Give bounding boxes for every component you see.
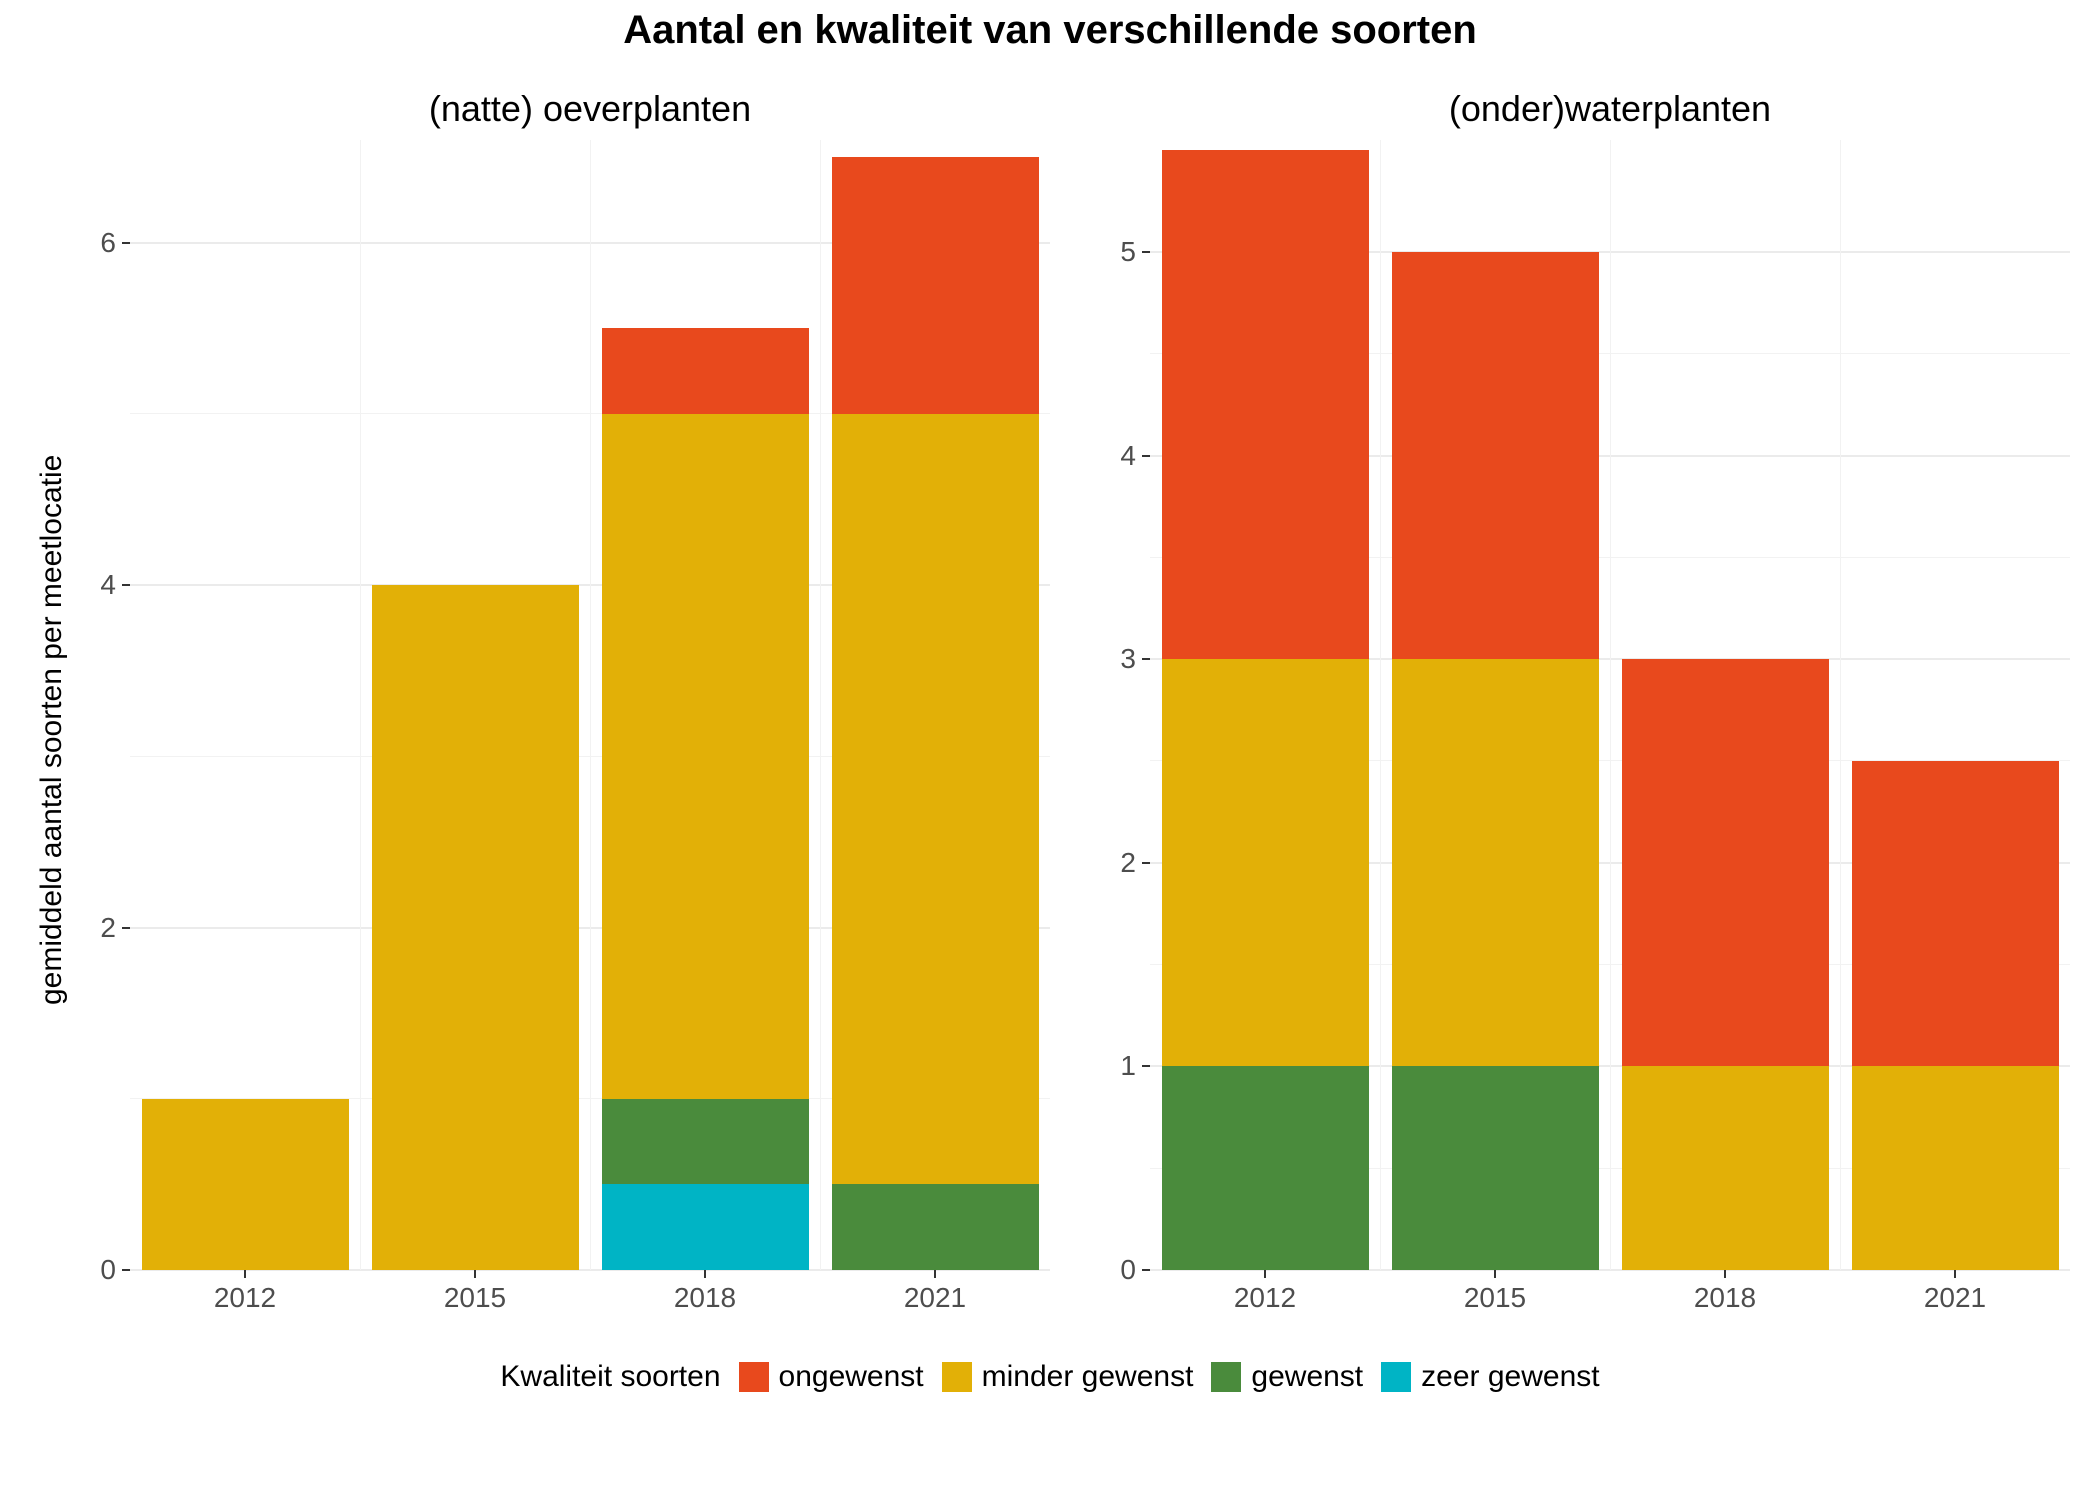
bar-seg-gewenst	[1162, 1066, 1369, 1270]
y-tick-mark	[1142, 455, 1150, 457]
bar-left-2015	[372, 140, 579, 1270]
x-tick-mark	[1954, 1270, 1956, 1278]
x-tick-mark	[1264, 1270, 1266, 1278]
legend-swatch-gewenst	[1211, 1362, 1241, 1392]
bar-left-2018	[602, 140, 809, 1270]
bar-seg-gewenst	[602, 1099, 809, 1185]
bar-seg-minder_gewenst	[832, 414, 1039, 1184]
legend-swatch-minder_gewenst	[942, 1362, 972, 1392]
x-tick-mark	[704, 1270, 706, 1278]
y-tick-mark	[1142, 658, 1150, 660]
legend-item-minder_gewenst: minder gewenst	[942, 1360, 1194, 1394]
grid-minor-v	[1840, 140, 1841, 1270]
main-title: Aantal en kwaliteit van verschillende so…	[0, 8, 2100, 53]
y-tick-label: 0	[66, 1254, 116, 1286]
legend-label: minder gewenst	[982, 1360, 1194, 1394]
y-tick-mark	[122, 242, 130, 244]
bar-seg-minder_gewenst	[1622, 1066, 1829, 1270]
grid-minor-v	[1380, 140, 1381, 1270]
legend-label: zeer gewenst	[1421, 1360, 1599, 1394]
bar-seg-minder_gewenst	[1392, 659, 1599, 1066]
x-tick-mark	[1494, 1270, 1496, 1278]
legend-item-ongewenst: ongewenst	[739, 1360, 924, 1394]
x-tick-label: 2015	[360, 1282, 590, 1314]
bar-seg-minder_gewenst	[1852, 1066, 2059, 1270]
x-tick-label: 2012	[130, 1282, 360, 1314]
bar-right-2012	[1162, 140, 1369, 1270]
bar-right-2018	[1622, 140, 1829, 1270]
y-axis-label: gemiddeld aantal soorten per meetlocatie	[35, 455, 69, 1005]
bar-seg-ongewenst	[832, 157, 1039, 414]
bar-seg-ongewenst	[1162, 150, 1369, 659]
y-tick-label: 2	[1086, 847, 1136, 879]
bar-right-2021	[1852, 140, 2059, 1270]
bar-seg-ongewenst	[1622, 659, 1829, 1066]
bar-right-2015	[1392, 140, 1599, 1270]
x-tick-label: 2015	[1380, 1282, 1610, 1314]
bar-seg-minder_gewenst	[372, 585, 579, 1270]
y-tick-mark	[1142, 251, 1150, 253]
y-tick-mark	[1142, 1269, 1150, 1271]
x-tick-mark	[1724, 1270, 1726, 1278]
bar-seg-minder_gewenst	[1162, 659, 1369, 1066]
x-tick-label: 2021	[1840, 1282, 2070, 1314]
grid-minor-v	[1610, 140, 1611, 1270]
bar-seg-ongewenst	[1852, 761, 2059, 1066]
legend-swatch-ongewenst	[739, 1362, 769, 1392]
figure: Aantal en kwaliteit van verschillende so…	[0, 0, 2100, 1500]
bar-seg-zeer_gewenst	[602, 1184, 809, 1270]
panel-title-left: (natte) oeverplanten	[130, 88, 1050, 130]
x-tick-mark	[934, 1270, 936, 1278]
y-tick-label: 3	[1086, 643, 1136, 675]
plot-panel-left	[130, 140, 1050, 1270]
legend-label: ongewenst	[779, 1360, 924, 1394]
bar-left-2012	[142, 140, 349, 1270]
x-tick-label: 2021	[820, 1282, 1050, 1314]
x-tick-mark	[244, 1270, 246, 1278]
grid-minor-v	[590, 140, 591, 1270]
bar-seg-ongewenst	[1392, 252, 1599, 659]
y-tick-label: 6	[66, 227, 116, 259]
y-tick-mark	[122, 584, 130, 586]
bar-seg-ongewenst	[602, 328, 809, 414]
bar-seg-minder_gewenst	[602, 414, 809, 1099]
y-tick-label: 5	[1086, 236, 1136, 268]
bar-left-2021	[832, 140, 1039, 1270]
y-tick-label: 4	[66, 569, 116, 601]
legend-title: Kwaliteit soorten	[500, 1360, 720, 1394]
bar-seg-gewenst	[1392, 1066, 1599, 1270]
bar-seg-minder_gewenst	[142, 1099, 349, 1270]
legend-item-gewenst: gewenst	[1211, 1360, 1363, 1394]
legend-swatch-zeer_gewenst	[1381, 1362, 1411, 1392]
y-tick-label: 0	[1086, 1254, 1136, 1286]
grid-minor-v	[820, 140, 821, 1270]
x-tick-mark	[474, 1270, 476, 1278]
legend-label: gewenst	[1251, 1360, 1363, 1394]
bar-seg-gewenst	[832, 1184, 1039, 1270]
x-tick-label: 2018	[590, 1282, 820, 1314]
y-tick-mark	[122, 927, 130, 929]
panel-title-right: (onder)waterplanten	[1150, 88, 2070, 130]
x-tick-label: 2012	[1150, 1282, 1380, 1314]
legend: Kwaliteit soorten ongewenst minder gewens…	[0, 1360, 2100, 1394]
y-tick-mark	[122, 1269, 130, 1271]
legend-item-zeer_gewenst: zeer gewenst	[1381, 1360, 1599, 1394]
y-tick-label: 1	[1086, 1050, 1136, 1082]
y-tick-mark	[1142, 1065, 1150, 1067]
y-tick-label: 4	[1086, 440, 1136, 472]
y-tick-label: 2	[66, 912, 116, 944]
y-tick-mark	[1142, 862, 1150, 864]
grid-minor-v	[360, 140, 361, 1270]
plot-panel-right	[1150, 140, 2070, 1270]
x-tick-label: 2018	[1610, 1282, 1840, 1314]
